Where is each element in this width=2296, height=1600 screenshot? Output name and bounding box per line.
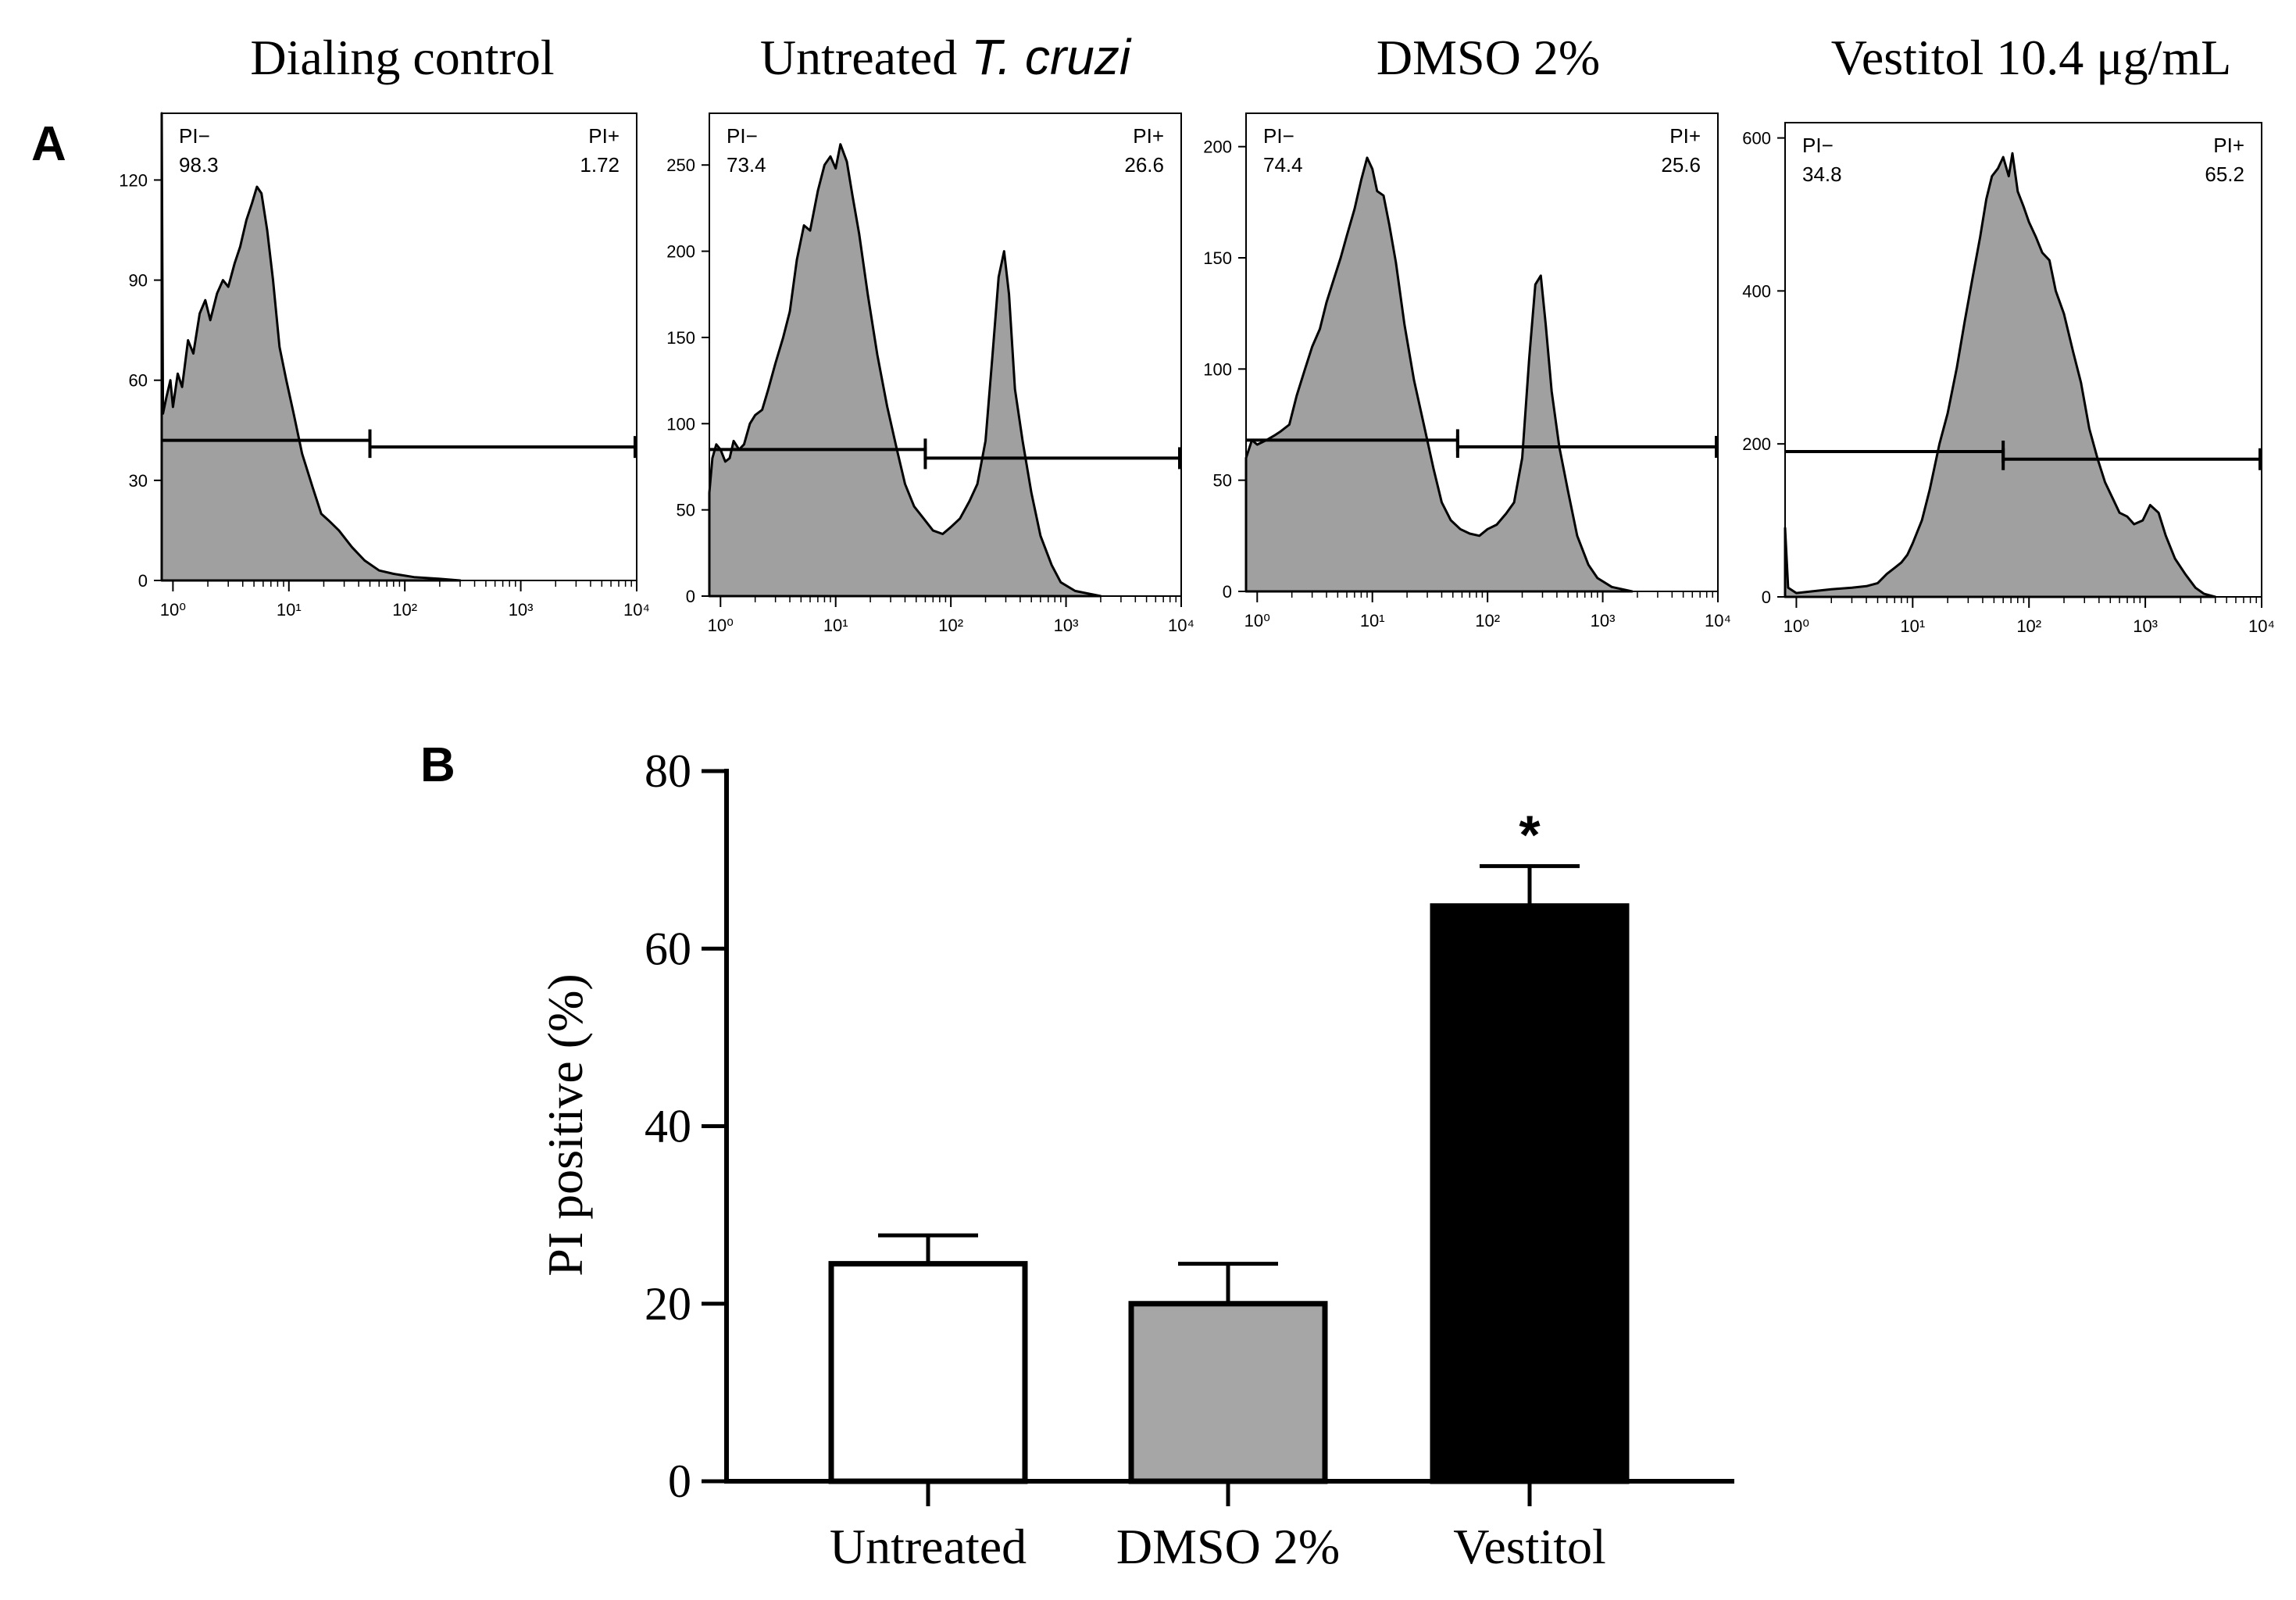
x-tick-label: 10¹ <box>1900 616 1925 636</box>
y-tick-label: 0 <box>138 571 148 591</box>
x-tick-label: 10¹ <box>823 616 848 635</box>
y-tick-label: 600 <box>1742 129 1771 148</box>
x-tick-label: 10⁴ <box>623 600 650 620</box>
y-tick-label: 90 <box>129 271 148 291</box>
panel-a-label: A <box>31 117 66 171</box>
x-tick-label: 10¹ <box>1360 611 1385 630</box>
histogram-panel-dialing-control: Dialing control PI− 98.3 PI+ 1.72 0 30 60 90 120 1… <box>119 30 650 620</box>
y-tick-label: 150 <box>1203 248 1232 268</box>
gate-value-pi-positive: 1.72 <box>580 153 620 177</box>
bar <box>828 1261 1028 1484</box>
histogram-area <box>1244 156 1634 593</box>
histogram-area <box>708 143 1102 598</box>
gate-value-pi-positive: 26.6 <box>1124 153 1164 177</box>
x-tick-label: 10⁴ <box>1705 611 1731 630</box>
y-tick-label: 200 <box>666 242 695 262</box>
histogram-area <box>1784 152 2217 598</box>
y-tick-label: 0 <box>1762 588 1771 607</box>
y-tick-label: 0 <box>668 1455 691 1507</box>
gate-label-pi-negative: PI− <box>1263 124 1294 148</box>
histogram-title-text: Vestitol 10.4 μg/mL <box>1831 30 2232 85</box>
panel-b-label: B <box>420 738 455 792</box>
x-tick-label: 10² <box>2016 616 2041 636</box>
category-label: Vestitol <box>1453 1519 1606 1574</box>
x-tick-label: 10³ <box>1054 616 1079 635</box>
bar <box>1430 903 1630 1484</box>
x-tick-label: 10⁴ <box>2248 616 2275 636</box>
x-tick-label: 10² <box>938 616 963 635</box>
y-tick-label: 0 <box>686 587 695 606</box>
histogram-title: Dialing control <box>250 30 554 85</box>
x-tick-label: 10² <box>1475 611 1500 630</box>
gate-value-pi-positive: 65.2 <box>2205 162 2244 186</box>
y-tick-label: 120 <box>119 170 148 190</box>
gate-label-pi-negative: PI− <box>1802 134 1834 157</box>
gate-value-pi-negative: 98.3 <box>179 153 219 177</box>
x-tick-label: 10³ <box>2133 616 2158 636</box>
significance-marker: * <box>1519 805 1541 866</box>
y-tick-label: 0 <box>1223 582 1232 602</box>
gate-label-pi-positive: PI+ <box>2213 134 2244 157</box>
y-tick-label: 60 <box>645 923 691 974</box>
bar-chart-pi-positive: 0 20 40 60 80 PI positive (%) Untreated DMSO 2%… <box>537 745 1734 1574</box>
gate-label-pi-positive: PI+ <box>1133 124 1164 148</box>
gate-label-pi-positive: PI+ <box>1669 124 1701 148</box>
histogram-panel-vestitol: Vestitol 10.4 μg/mL PI− 34.8 PI+ 65.2 0 200 400… <box>1742 30 2275 636</box>
gate-value-pi-negative: 74.4 <box>1263 153 1303 177</box>
histogram-panel-dmso: DMSO 2% PI− 74.4 PI+ 25.6 0 50 100 150 200 10⁰ 10¹ 1… <box>1203 30 1731 630</box>
gate-label-pi-negative: PI− <box>727 124 758 148</box>
x-tick-label: 10⁰ <box>1784 616 1809 636</box>
histogram-title-text: DMSO 2% <box>1377 30 1600 85</box>
gate-value-pi-negative: 73.4 <box>727 153 766 177</box>
y-tick-label: 200 <box>1203 138 1232 157</box>
y-tick-label: 40 <box>645 1101 691 1152</box>
y-tick-label: 200 <box>1742 434 1771 454</box>
histogram-title-text: Dialing control <box>250 30 554 85</box>
histogram-title-italic: T. cruzi <box>971 29 1132 85</box>
y-tick-label: 50 <box>677 501 695 520</box>
category-label: Untreated <box>830 1519 1027 1574</box>
y-tick-label: 100 <box>666 414 695 434</box>
x-tick-label: 10⁰ <box>1244 611 1270 630</box>
y-axis-label: PI positive (%) <box>537 973 593 1277</box>
y-tick-label: 60 <box>129 371 148 391</box>
gate-label-pi-negative: PI− <box>179 124 210 148</box>
gate-value-pi-negative: 34.8 <box>1802 162 1842 186</box>
x-tick-label: 10³ <box>509 600 534 620</box>
y-tick-label: 50 <box>1213 471 1232 491</box>
histogram-title-text: Untreated <box>760 30 957 85</box>
bar <box>1128 1301 1328 1484</box>
histogram-title: Vestitol 10.4 μg/mL <box>1831 30 2232 85</box>
y-tick-label: 100 <box>1203 359 1232 379</box>
x-tick-label: 10⁰ <box>708 616 734 635</box>
histogram-title: Untreated T. cruzi <box>760 29 1132 85</box>
gate-value-pi-positive: 25.6 <box>1661 153 1701 177</box>
y-tick-label: 400 <box>1742 281 1771 301</box>
category-label: DMSO 2% <box>1116 1519 1340 1574</box>
y-tick-label: 30 <box>129 471 148 491</box>
histogram-panel-untreated-t-cruzi: Untreated T. cruzi PI− 73.4 PI+ 26.6 0 50 100 150… <box>666 29 1194 635</box>
x-tick-label: 10¹ <box>277 600 302 620</box>
x-tick-label: 10³ <box>1591 611 1616 630</box>
y-tick-label: 20 <box>645 1278 691 1330</box>
gate-label-pi-positive: PI+ <box>588 124 620 148</box>
histogram-title: DMSO 2% <box>1377 30 1600 85</box>
histogram-area <box>160 112 462 582</box>
y-tick-label: 150 <box>666 328 695 348</box>
y-tick-label: 80 <box>645 745 691 797</box>
x-tick-label: 10⁰ <box>160 600 186 620</box>
x-tick-label: 10⁴ <box>1168 616 1194 635</box>
y-tick-label: 250 <box>666 155 695 175</box>
x-tick-label: 10² <box>392 600 417 620</box>
